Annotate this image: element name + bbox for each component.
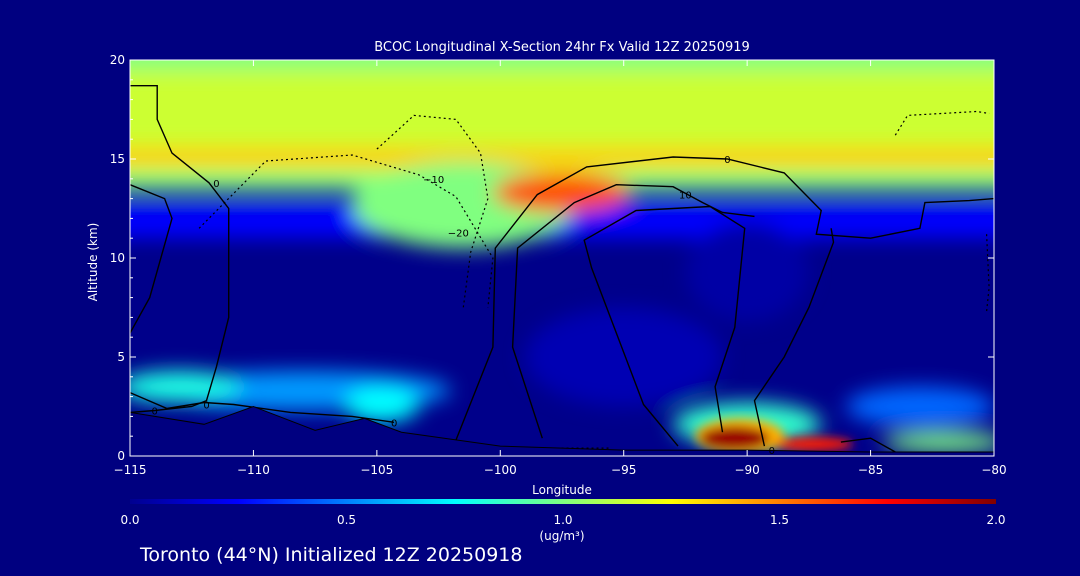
contour-neg10: [198, 154, 494, 308]
y-tick-label: 15: [110, 152, 125, 166]
y-tick-label: 0: [117, 449, 125, 463]
field-core: [492, 172, 632, 213]
x-tick-label: −85: [858, 463, 883, 477]
y-tick-label: 10: [110, 251, 125, 265]
contour-0-west: [130, 85, 230, 414]
colorbar: 0.0 0.5 1.0 1.5 2.0 (ug/m³): [120, 499, 1006, 543]
plot-area: [130, 60, 994, 456]
contour-10-inner: [583, 205, 746, 447]
x-tick-label: −80: [981, 463, 1006, 477]
colorbar-unit-label: (ug/m³): [539, 529, 584, 543]
contour-neg20: [376, 114, 489, 308]
contour-0-westedge: [130, 184, 173, 334]
field-lowlevel-cyan: [344, 386, 419, 423]
x-tick-label: −110: [237, 463, 270, 477]
contour-label: 0: [213, 179, 219, 190]
field-dark-mid: [524, 307, 723, 407]
contour-label: 10: [679, 191, 692, 202]
contour-0-low: [130, 391, 395, 423]
colorbar-ticks: 0.0 0.5 1.0 1.5 2.0: [120, 513, 1005, 527]
chart-title: BCOC Longitudinal X-Section 24hr Fx Vali…: [374, 40, 750, 55]
terrain: [130, 405, 994, 456]
colorbar-gradient: [130, 499, 996, 504]
contour-0-main: [455, 156, 994, 441]
y-axis-label: Altitude (km): [86, 223, 100, 302]
contour-label: 0: [203, 401, 209, 412]
y-tick-label: 20: [110, 53, 125, 67]
colorbar-tick-label: 2.0: [986, 513, 1005, 527]
contour-label: 0: [724, 155, 730, 166]
field-plume-tail: [774, 437, 854, 452]
concentration-field: [130, 60, 994, 455]
colorbar-tick-label: 1.0: [553, 513, 572, 527]
field-east-low: [845, 386, 994, 427]
x-tick-label: −90: [734, 463, 759, 477]
x-tick-label: −95: [611, 463, 636, 477]
x-tick-label: −115: [114, 463, 147, 477]
contour-0-inner: [753, 228, 835, 447]
y-axis: 0 5 10 15 20: [110, 53, 994, 463]
contour-label: −20: [448, 228, 469, 239]
x-axis-label: Longitude: [532, 483, 592, 497]
contour-label: −10: [423, 175, 444, 186]
contour-label: 0: [769, 446, 775, 457]
colorbar-tick-label: 1.5: [770, 513, 789, 527]
field-east-surface: [882, 432, 994, 453]
contour-label: 0: [151, 406, 157, 417]
x-axis: −115 −110 −105 −100 −95 −90 −85 −80: [114, 60, 1007, 477]
colorbar-tick-label: 0.5: [337, 513, 356, 527]
y-tick-label: 5: [117, 350, 125, 364]
field-dark-west: [685, 222, 809, 322]
contour-labels: 0 0 0 0 0 −10 −20 10 0: [151, 155, 775, 457]
x-tick-label: −105: [360, 463, 393, 477]
contour-0-east: [840, 437, 896, 453]
contour-neg-east: [894, 110, 990, 136]
colorbar-tick-label: 0.0: [120, 513, 139, 527]
footer-text: Toronto (44°N) Initialized 12Z 20250918: [139, 544, 523, 566]
contour-label: 0: [391, 418, 397, 429]
contour-10-outer: [511, 183, 755, 439]
field-lowlevel-west: [130, 370, 242, 403]
x-tick-label: −100: [484, 463, 517, 477]
field-surface-plume: [700, 426, 770, 451]
field-band-max: [130, 147, 994, 167]
